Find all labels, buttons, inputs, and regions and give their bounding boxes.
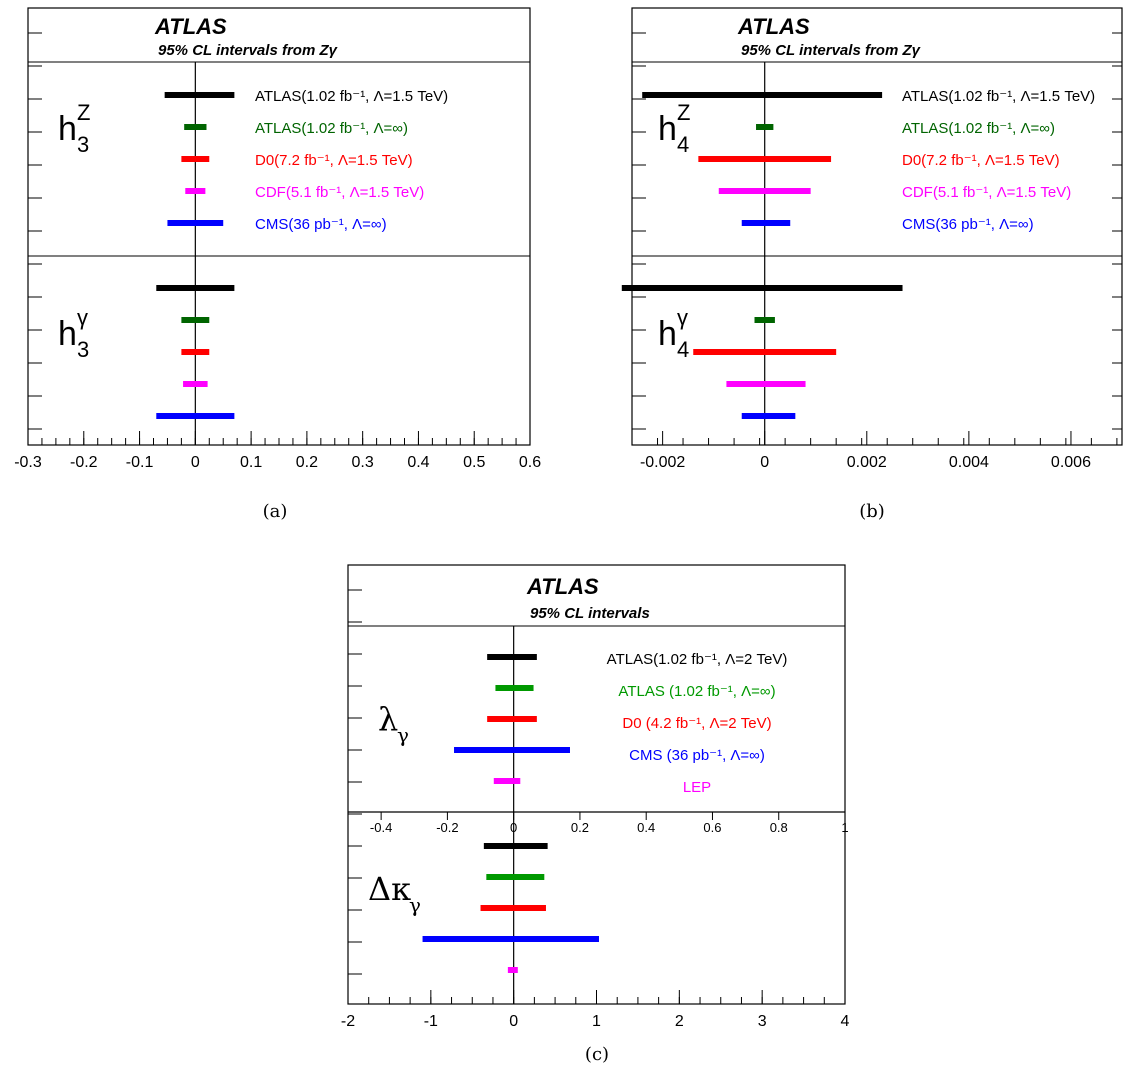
x-tick-label: 1 [841, 820, 848, 835]
x-tick-label: -1 [424, 1013, 438, 1030]
chart-title: ATLAS [526, 574, 599, 599]
legend-entry: ATLAS(1.02 fb⁻¹, Λ=∞) [255, 120, 408, 137]
param-label-main: λ [378, 700, 398, 738]
group-label: h Z 3 [58, 100, 90, 157]
x-tick-label: 0 [760, 454, 769, 471]
x-tick-label: 0.004 [949, 454, 989, 471]
x-tick-label: 3 [758, 1013, 767, 1030]
legend-entry: D0(7.2 fb⁻¹, Λ=1.5 TeV) [902, 152, 1060, 169]
x-tick-label: 0.2 [296, 454, 318, 471]
panel-label-lambda: λγ [378, 700, 409, 747]
x-tick-label: 0.4 [637, 820, 655, 835]
legend-entry: CMS(36 pb⁻¹, Λ=∞) [902, 216, 1034, 233]
param-label-main: h [58, 110, 77, 148]
param-label-sub: 3 [77, 132, 89, 157]
group-label: h Z 4 [658, 100, 690, 157]
x-tick-label: -0.2 [436, 820, 458, 835]
x-tick-label: -0.1 [126, 454, 154, 471]
group-label: h γ 3 [58, 305, 89, 362]
x-tick-label: 0.6 [519, 454, 541, 471]
panel-caption: (c) [585, 1044, 609, 1065]
chart-subtitle: 95% CL intervals [530, 605, 650, 622]
param-label-sub: 4 [677, 132, 689, 157]
param-label-main: h [658, 110, 677, 148]
param-label-sup: γ [77, 305, 88, 330]
legend-entry: LEP [683, 779, 711, 796]
x-tick-label: 0.006 [1051, 454, 1091, 471]
legend-entry: CMS(36 pb⁻¹, Λ=∞) [255, 216, 387, 233]
param-label-sup: Z [77, 100, 90, 125]
param-label-sup: Z [677, 100, 690, 125]
x-tick-label: 0.002 [847, 454, 887, 471]
param-label-main: Δκ [368, 870, 411, 908]
legend-entry: CDF(5.1 fb⁻¹, Λ=1.5 TeV) [255, 184, 424, 201]
chart-a: -0.3 -0.2 -0.1 0 0.1 0.2 0.3 0.4 0.5 0.6 ATLAS 95% … [14, 7, 541, 522]
legend-entry: ATLAS(1.02 fb⁻¹, Λ=1.5 TeV) [902, 88, 1095, 105]
panel-caption: (b) [859, 501, 885, 522]
chart-b: -0.002 0 0.002 0.004 0.006 ATLAS 95% CL interv… [621, 7, 1123, 522]
param-label-sub: γ [397, 723, 409, 747]
legend-entry: CDF(5.1 fb⁻¹, Λ=1.5 TeV) [902, 184, 1071, 201]
legend-entry: D0 (4.2 fb⁻¹, Λ=2 TeV) [622, 715, 771, 732]
legend-entry: ATLAS (1.02 fb⁻¹, Λ=∞) [618, 683, 775, 700]
x-tick-label: 0.5 [463, 454, 485, 471]
x-tick-label: 0 [509, 1013, 518, 1030]
legend-entry: ATLAS(1.02 fb⁻¹, Λ=2 TeV) [607, 651, 788, 668]
param-label-sub: 4 [677, 337, 689, 362]
x-tick-label: 0.8 [770, 820, 788, 835]
param-label-main: h [658, 315, 677, 353]
x-tick-label: 0.6 [703, 820, 721, 835]
legend-entry: CMS (36 pb⁻¹, Λ=∞) [629, 747, 765, 764]
panel-label-delta-kappa: Δκγ [368, 870, 421, 917]
chart-title: ATLAS [737, 14, 810, 39]
x-tick-label: 0.1 [240, 454, 262, 471]
chart-title: ATLAS [154, 14, 227, 39]
chart-subtitle: 95% CL intervals from Zγ [741, 42, 922, 59]
x-tick-label: 2 [675, 1013, 684, 1030]
param-label-sup: γ [677, 305, 688, 330]
param-label-main: h [58, 315, 77, 353]
panel-caption: (a) [263, 501, 288, 522]
x-tick-label: -0.3 [14, 454, 42, 471]
x-tick-label: 0 [191, 454, 200, 471]
chart-subtitle: 95% CL intervals from Zγ [158, 42, 339, 59]
x-tick-label: 0.2 [571, 820, 589, 835]
x-tick-label: -0.2 [70, 454, 98, 471]
x-tick-label: 1 [592, 1013, 601, 1030]
x-tick-label: -0.002 [640, 454, 685, 471]
param-label-sub: γ [409, 893, 421, 917]
chart-c: ATLAS 95% CL intervals ATLAS(1.02 fb⁻¹, Λ=… [341, 564, 850, 1065]
legend-entry: D0(7.2 fb⁻¹, Λ=1.5 TeV) [255, 152, 413, 169]
x-tick-label: -2 [341, 1013, 355, 1030]
legend-entry: ATLAS(1.02 fb⁻¹, Λ=1.5 TeV) [255, 88, 448, 105]
x-tick-label: 4 [841, 1013, 850, 1030]
legend-entry: ATLAS(1.02 fb⁻¹, Λ=∞) [902, 120, 1055, 137]
x-tick-label: -0.4 [370, 820, 392, 835]
plot-frame [631, 7, 1123, 446]
x-tick-label: 0.3 [352, 454, 374, 471]
group-label: h γ 4 [658, 305, 689, 362]
x-tick-label: 0.4 [407, 454, 429, 471]
param-label-sub: 3 [77, 337, 89, 362]
